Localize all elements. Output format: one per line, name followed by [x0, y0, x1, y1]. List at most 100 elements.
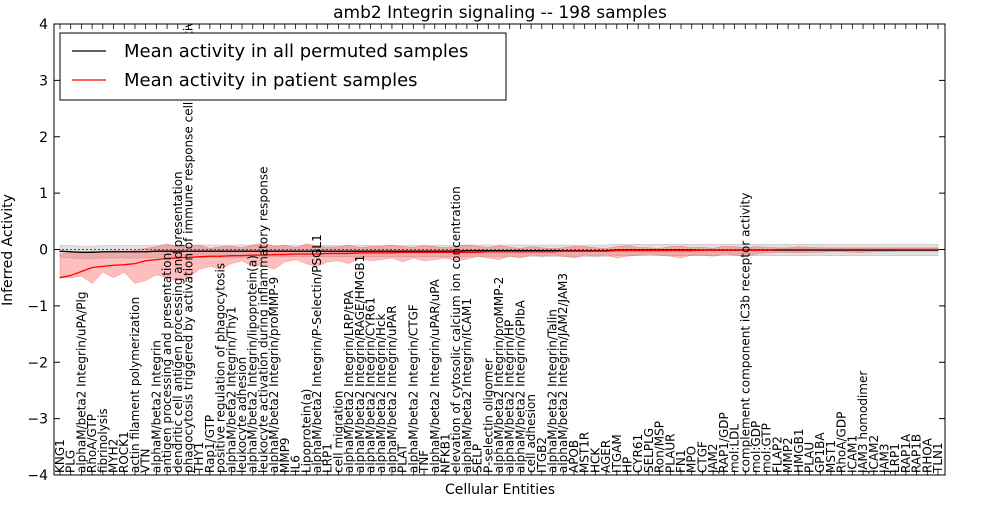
data-point-s0-22 — [294, 250, 297, 252]
data-point-s0-33 — [412, 250, 414, 252]
category-label-39: SELP — [471, 444, 485, 473]
category-label-14: Rap1/GTP — [203, 415, 217, 473]
data-point-s0-37 — [455, 250, 457, 252]
data-point-s1-36 — [444, 251, 447, 253]
data-point-s1-56 — [659, 250, 661, 252]
data-point-s1-51 — [605, 250, 607, 252]
data-point-s1-19 — [262, 254, 265, 256]
data-point-s0-1 — [70, 251, 72, 253]
y-tick-label-1: −3 — [27, 412, 48, 428]
category-label-40: P-selectin oligomer — [481, 358, 495, 473]
data-point-s0-8 — [145, 251, 147, 253]
category-label-24: alphaM/beta2 Integrin/P-Selectin/PSGL1 — [310, 234, 324, 473]
data-point-s1-52 — [616, 250, 618, 252]
band-patient — [59, 242, 939, 284]
y-tick-label-2: −2 — [27, 355, 48, 371]
category-label-44: cell adhesion — [524, 394, 538, 473]
data-point-s1-14 — [209, 255, 211, 257]
y-tick-label-8: 4 — [39, 17, 48, 33]
data-point-s0-20 — [273, 250, 275, 252]
data-point-s0-21 — [284, 250, 286, 252]
category-label-31: alphaM/beta2 Integrin/uPAR — [385, 305, 399, 473]
category-label-6: ROCK1 — [117, 431, 131, 473]
data-point-s0-45 — [541, 250, 543, 252]
category-label-18: alphaM/beta2 Integrin/lipoprotein(a) — [246, 255, 260, 473]
category-label-1: PLG — [64, 450, 78, 473]
category-label-70: PLAU — [803, 442, 817, 473]
data-point-s1-78 — [894, 248, 896, 251]
data-point-s0-17 — [241, 250, 243, 252]
data-point-s0-31 — [391, 250, 393, 252]
data-point-s1-77 — [883, 248, 886, 251]
data-point-s1-73 — [841, 248, 843, 251]
data-point-s1-80 — [915, 248, 918, 251]
data-point-s1-37 — [455, 251, 457, 253]
data-point-s0-18 — [252, 250, 254, 252]
data-point-s0-44 — [530, 250, 532, 252]
data-point-s1-49 — [584, 250, 586, 252]
category-label-21: MMP9 — [278, 437, 292, 473]
data-point-s1-67 — [776, 248, 778, 251]
category-label-73: RhoA/GDP — [835, 412, 849, 473]
category-label-45: ITGB2 — [535, 437, 549, 473]
category-label-25: LRP1 — [321, 443, 335, 473]
legend: Mean activity in all permuted samples Me… — [59, 32, 507, 101]
data-point-s1-28 — [359, 252, 361, 254]
data-point-s1-68 — [787, 248, 789, 251]
data-point-s0-10 — [166, 250, 168, 252]
data-point-s1-60 — [701, 249, 704, 251]
y-tick-label-4: 0 — [39, 243, 48, 259]
category-label-7: actin filament polymerization — [128, 297, 142, 473]
data-point-s1-17 — [241, 255, 243, 257]
data-point-s1-79 — [905, 248, 907, 251]
data-point-s1-10 — [166, 257, 168, 260]
y-tick-label-3: −1 — [27, 299, 48, 315]
category-label-68: MMP2 — [781, 437, 795, 473]
category-label-37: elevation of cytosolic calcium ion conce… — [449, 186, 463, 473]
category-label-16: alphaM/beta2 Integrin/Thy1 — [224, 306, 238, 473]
category-label-58: FN1 — [674, 449, 688, 473]
category-label-46: alphaM/beta2 Integrin/Talin — [546, 309, 560, 473]
data-point-s1-3 — [91, 266, 93, 269]
data-point-s1-53 — [626, 250, 629, 252]
data-point-s0-36 — [444, 250, 447, 252]
category-label-59: MPO — [685, 446, 699, 473]
data-point-s1-62 — [723, 249, 725, 251]
data-point-s0-14 — [209, 250, 211, 252]
data-point-s0-16 — [230, 250, 232, 252]
category-label-29: alphaM/beta2 Integrin/CYR61 — [364, 297, 378, 473]
legend-label-permuted: Mean activity in all permuted samples — [124, 41, 468, 62]
data-point-s0-9 — [155, 250, 157, 252]
data-point-s1-59 — [691, 250, 693, 252]
category-label-78: LRP1 — [888, 443, 902, 473]
data-point-s0-43 — [519, 250, 522, 252]
data-point-s0-34 — [423, 250, 425, 252]
category-label-23: Lipoprotein(a) — [299, 389, 313, 473]
legend-box — [59, 32, 507, 101]
data-point-s1-82 — [937, 248, 939, 251]
data-point-s0-15 — [220, 250, 222, 252]
category-label-55: SELPLG — [642, 428, 656, 473]
category-label-10: antigen processing and presentation — [160, 253, 174, 473]
category-label-62: RAP1/GDP — [717, 412, 731, 473]
data-point-s1-66 — [766, 249, 768, 251]
data-point-s1-76 — [873, 248, 875, 251]
data-point-s1-13 — [198, 256, 200, 258]
data-point-s0-11 — [177, 250, 179, 252]
data-point-s1-25 — [327, 252, 329, 255]
data-point-s1-40 — [487, 251, 489, 253]
category-label-51: AGER — [599, 440, 613, 473]
category-label-27: alphaM/beta2 Integrin/LRP/tPA — [342, 290, 356, 473]
category-label-77: JAM3 — [877, 443, 891, 474]
category-label-57: PLAUR — [663, 433, 677, 473]
data-point-s1-65 — [755, 249, 757, 251]
data-point-s1-30 — [380, 252, 382, 254]
data-point-s1-6 — [123, 264, 125, 266]
y-tick-label-5: 1 — [39, 186, 48, 202]
data-point-s0-29 — [369, 250, 372, 252]
category-label-42: alphaM/beta2 Integrin/HP — [503, 320, 517, 473]
data-point-s1-7 — [134, 262, 136, 265]
data-point-s0-30 — [380, 250, 382, 252]
data-point-s1-50 — [594, 250, 596, 252]
